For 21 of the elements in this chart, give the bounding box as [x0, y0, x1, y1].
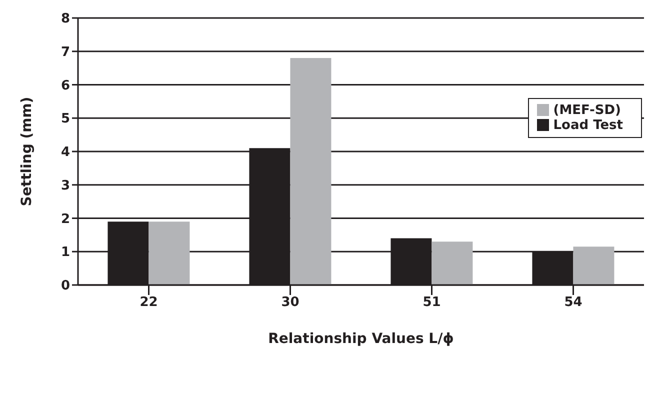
- y-tick-label: 6: [60, 78, 70, 94]
- legend-label: Load Test: [553, 118, 623, 133]
- x-tick-label: 51: [422, 295, 441, 310]
- legend-label: (MEF-SD): [553, 103, 621, 118]
- y-tick-label: 5: [60, 112, 70, 127]
- x-tick-label: 22: [140, 295, 158, 310]
- x-tick-label: 30: [281, 295, 300, 310]
- y-tick-label: 4: [60, 145, 70, 160]
- y-tick-label: 1: [60, 245, 70, 260]
- x-tick-label: 54: [564, 295, 582, 310]
- bar: [148, 222, 190, 285]
- y-tick-label: 8: [60, 12, 70, 27]
- y-tick-label: 2: [60, 212, 70, 227]
- y-tick-label: 7: [60, 44, 70, 60]
- y-tick-label: 3: [60, 178, 70, 194]
- bar: [573, 246, 614, 285]
- x-axis-title: Relationship Values L/ϕ: [268, 331, 454, 347]
- bar: [432, 242, 473, 285]
- y-tick-label: 0: [60, 278, 70, 294]
- y-axis-title: Settling (mm): [18, 96, 35, 206]
- bar: [290, 58, 332, 285]
